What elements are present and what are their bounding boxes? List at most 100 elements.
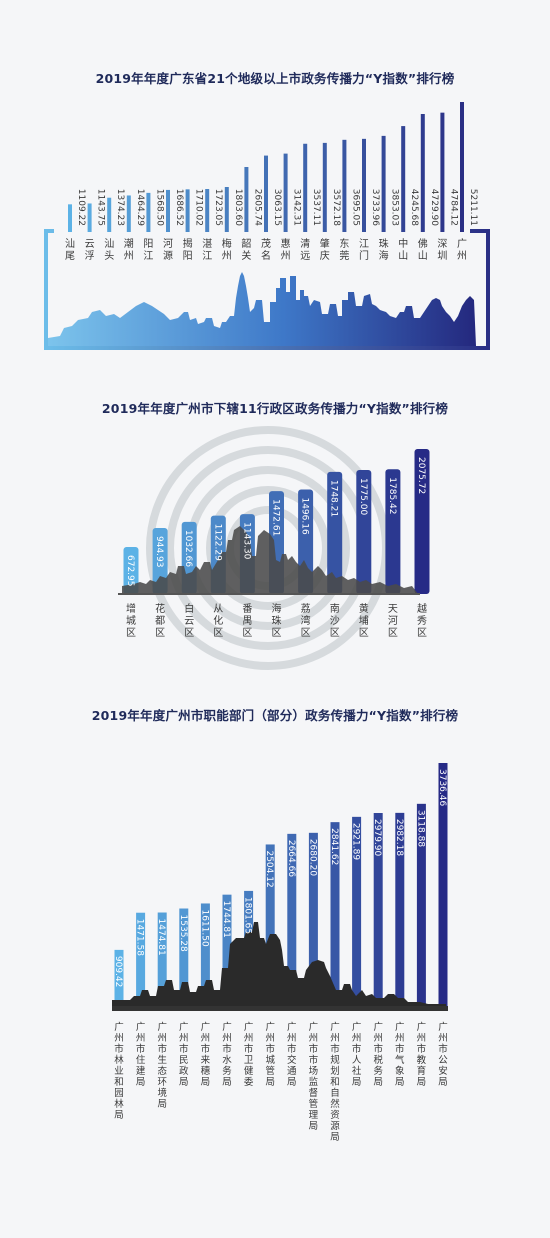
chart3-category-label-4: 广州市来穗局 bbox=[201, 1021, 211, 1088]
chart1-value-label-14: 3695.05 bbox=[350, 189, 360, 226]
chart3-bar-11 bbox=[352, 816, 362, 1010]
chart2-value-label-5: 1472.61 bbox=[271, 499, 281, 536]
chart1-category-label-11: 惠州 bbox=[281, 237, 291, 262]
chart3-baseline bbox=[112, 1006, 448, 1011]
chart3-category-label-15: 广州市公安局 bbox=[438, 1021, 448, 1088]
chart1-bar-5 bbox=[166, 189, 170, 232]
chart1-bar-4 bbox=[146, 192, 151, 232]
chart3-value-label-14: 3118.88 bbox=[415, 810, 425, 847]
chart3-value-label-12: 2979.90 bbox=[372, 819, 382, 856]
chart1-bar-15 bbox=[362, 138, 366, 232]
chart1-bar-12 bbox=[303, 143, 308, 232]
chart3-value-label-10: 2841.62 bbox=[329, 828, 339, 865]
chart3-bar-9 bbox=[308, 832, 318, 1010]
chart3-category-label-11: 广州市人社局 bbox=[352, 1021, 362, 1088]
chart1-category-label-12: 清远 bbox=[300, 237, 310, 262]
chart1-bar-1 bbox=[87, 203, 92, 232]
chart1-value-label-0: 1109.22 bbox=[76, 189, 86, 226]
chart2-category-label-8: 黄埔区 bbox=[359, 602, 369, 639]
chart2-category-label-9: 天河区 bbox=[388, 604, 398, 639]
chart3-value-label-6: 1801.65 bbox=[243, 897, 253, 934]
chart1-category-label-20: 广州 bbox=[457, 238, 467, 262]
chart1-bar-19 bbox=[440, 112, 445, 232]
chart1-bar-13 bbox=[322, 142, 327, 232]
chart3-value-label-15: 3736.46 bbox=[437, 769, 447, 806]
chart3-category-label-9: 广州市市场监督管理局 bbox=[309, 1021, 319, 1132]
chart1-category-label-4: 阳江 bbox=[143, 238, 153, 262]
chart3-bar-15 bbox=[438, 763, 448, 1010]
chart2-value-label-7: 1748.21 bbox=[329, 480, 339, 517]
chart1-value-label-7: 1723.05 bbox=[213, 189, 223, 226]
chart3-category-label-12: 广州市税务局 bbox=[373, 1021, 383, 1088]
chart3-value-label-5: 1744.81 bbox=[221, 901, 231, 938]
chart2-bar-8 bbox=[356, 470, 372, 594]
chart3-bar-8 bbox=[287, 833, 297, 1010]
chart2-bar-10 bbox=[414, 449, 430, 594]
chart2-value-label-6: 1496.16 bbox=[300, 497, 310, 534]
chart1-skyline bbox=[48, 272, 476, 346]
chart1-value-label-15: 3733.96 bbox=[370, 189, 380, 226]
chart2-category-label-3: 从化区 bbox=[213, 604, 223, 639]
chart2-bar-9 bbox=[385, 469, 401, 594]
chart3-bar-3 bbox=[179, 908, 189, 1010]
chart3-bar-0 bbox=[114, 949, 124, 1010]
chart1-category-label-8: 梅州 bbox=[222, 237, 232, 262]
chart2-value-label-2: 1032.66 bbox=[183, 530, 193, 567]
chart3-category-label-8: 广州市交通局 bbox=[287, 1021, 297, 1088]
chart1-bar-18 bbox=[420, 114, 425, 232]
chart3-value-label-7: 2504.12 bbox=[264, 850, 274, 887]
chart3-category-label-3: 广州市民政局 bbox=[179, 1021, 189, 1088]
chart3-value-label-9: 2680.20 bbox=[307, 839, 317, 876]
chart3-category-label-14: 广州市教育局 bbox=[417, 1021, 427, 1088]
chart1-value-label-18: 4729.90 bbox=[429, 189, 439, 226]
chart1-bar-9 bbox=[244, 166, 249, 232]
chart3-title: 2019年年度广州市职能部门（部分）政务传播力“Y指数”排行榜 bbox=[91, 708, 459, 723]
chart1-value-label-5: 1686.52 bbox=[174, 189, 184, 226]
chart1-category-label-7: 湛江 bbox=[202, 238, 212, 262]
chart3-bar-5 bbox=[222, 894, 232, 1010]
chart3-value-label-13: 2982.18 bbox=[394, 819, 404, 856]
chart1-value-label-9: 2605.74 bbox=[252, 189, 262, 226]
chart1-category-label-1: 云浮 bbox=[85, 239, 95, 262]
chart1-value-label-8: 1803.60 bbox=[233, 189, 243, 226]
chart2-value-label-0: 672.95 bbox=[125, 555, 135, 587]
chart2-title: 2019年年度广州市下辖11行政区政务传播力“Y指数”排行榜 bbox=[101, 401, 449, 416]
chart1-category-label-15: 江门 bbox=[359, 238, 369, 262]
chart2-skyline bbox=[122, 526, 418, 594]
chart1-value-label-17: 4245.68 bbox=[409, 189, 419, 226]
chart1-category-label-3: 潮州 bbox=[124, 237, 134, 262]
chart1-value-label-3: 1464.29 bbox=[135, 189, 145, 226]
chart3-value-label-3: 1535.28 bbox=[178, 915, 188, 952]
chart2-category-label-5: 海珠区 bbox=[272, 602, 282, 639]
chart1-category-label-2: 汕头 bbox=[104, 238, 114, 262]
chart1-bar-10 bbox=[264, 155, 268, 232]
chart3-bar-14 bbox=[416, 803, 426, 1010]
chart1-category-label-5: 河源 bbox=[163, 238, 173, 262]
chart1-bar-14 bbox=[342, 139, 347, 232]
chart3-bar-10 bbox=[330, 822, 340, 1010]
chart1-value-label-20: 5211.11 bbox=[468, 189, 478, 226]
chart3-category-label-6: 广州市卫健委 bbox=[244, 1021, 254, 1088]
chart1-bar-20 bbox=[460, 102, 464, 232]
chart2-category-label-7: 南沙区 bbox=[330, 602, 340, 639]
chart1-value-label-1: 1143.75 bbox=[96, 189, 106, 226]
chart3-value-label-11: 2921.89 bbox=[351, 823, 361, 860]
chart1-frame bbox=[44, 229, 490, 350]
chart1-bar-11 bbox=[283, 153, 288, 232]
chart1-value-label-4: 1568.50 bbox=[154, 189, 164, 226]
chart2-value-label-1: 944.93 bbox=[154, 536, 164, 568]
chart3-category-label-10: 广州市规划和自然资源局 bbox=[330, 1021, 340, 1143]
chart3-skyline bbox=[112, 922, 446, 1010]
chart1-category-label-18: 佛山 bbox=[418, 237, 428, 262]
chart3-bar-12 bbox=[373, 813, 383, 1010]
chart1-bar-7 bbox=[205, 189, 210, 232]
chart2-value-label-10: 2075.72 bbox=[416, 457, 426, 494]
chart2-category-label-10: 越秀区 bbox=[417, 602, 427, 639]
chart1-value-label-6: 1710.02 bbox=[194, 189, 204, 226]
chart1-bar-6 bbox=[185, 189, 190, 232]
chart1-category-label-16: 珠海 bbox=[379, 237, 389, 262]
chart1-title: 2019年年度广东省21个地级以上市政务传播力“Y指数”排行榜 bbox=[95, 71, 455, 86]
chart3-bar-13 bbox=[395, 812, 405, 1010]
chart3-category-label-5: 广州市水务局 bbox=[222, 1021, 232, 1088]
